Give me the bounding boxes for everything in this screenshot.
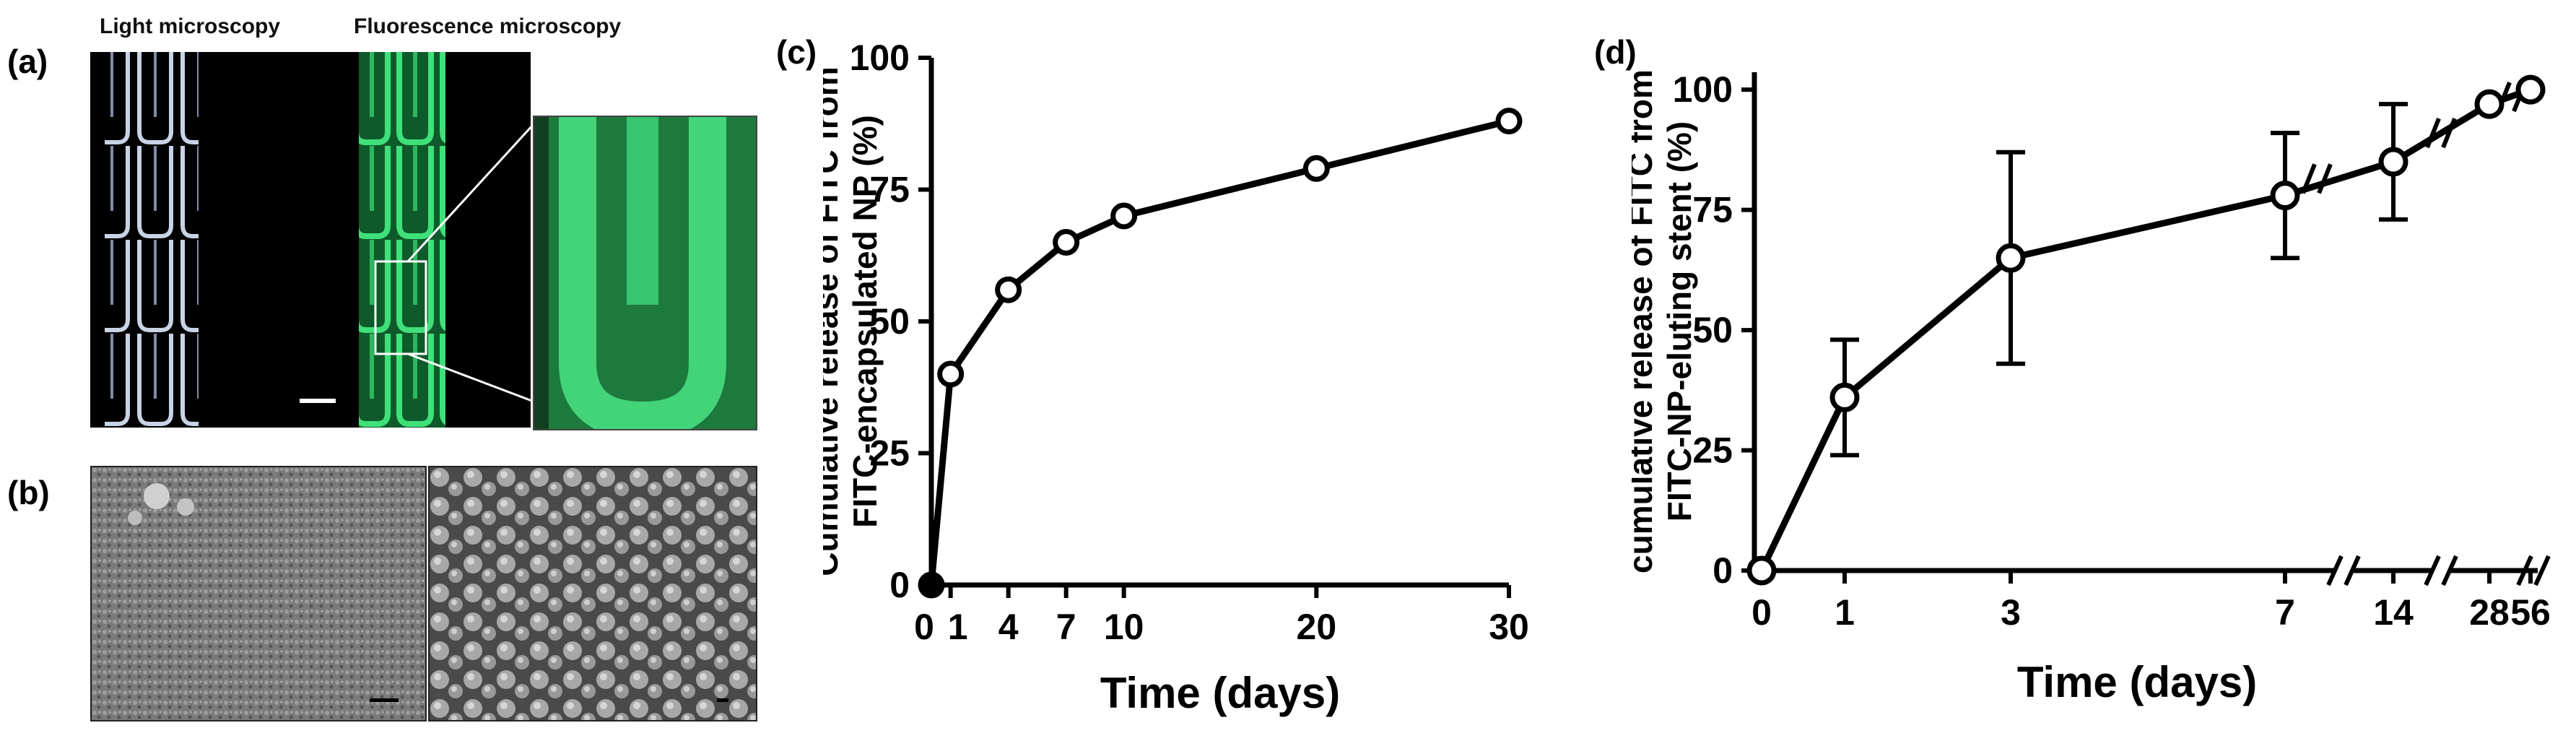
y-tick-label: 100 (1673, 69, 1733, 110)
y-axis-label-line2: FITC-NP-eluting stent (%) (1661, 121, 1698, 522)
x-axis-label: Time (days) (2017, 658, 2257, 706)
data-point (918, 571, 945, 599)
panel-a-label: (a) (7, 43, 48, 80)
y-tick-label: 50 (1692, 310, 1733, 350)
data-point (1302, 155, 1330, 182)
y-tick-label: 0 (1713, 550, 1733, 591)
panel-d-label: (d) (1594, 33, 1637, 71)
release-chart-stent: 0 25 50 75 100 0 1 3 7 14 28 56 Time (days) cumulativ… (1632, 69, 2551, 706)
panel-b-label: (b) (7, 474, 50, 511)
x-axis-label: Time (days) (1100, 669, 1340, 717)
release-chart-nanoparticle: 0 25 50 75 100 0 1 4 7 10 20 30 Time (days) Cumulativ… (823, 38, 1529, 717)
x-axis-break-mark (2441, 555, 2458, 586)
zoom-region-box (374, 260, 427, 355)
y-axis-label-line2: FITC-encapsulated NP (%) (846, 115, 884, 528)
x-tick-label: 14 (2373, 592, 2414, 633)
x-axis-break-mark (2533, 555, 2551, 586)
x-tick-label: 3 (2001, 592, 2021, 633)
data-point (995, 276, 1022, 303)
y-tick-label: 50 (869, 301, 910, 342)
x-tick-label: 0 (1752, 592, 1772, 633)
data-point (1746, 555, 1777, 586)
x-tick-label: 7 (2275, 592, 2295, 633)
fluorescence-zoom-image (533, 116, 757, 430)
data-line-segment (1758, 396, 1848, 572)
x-axis-break-mark (2424, 555, 2441, 586)
data-point (1110, 202, 1138, 230)
data-point (1829, 382, 1860, 412)
fluorescent-stent (359, 52, 445, 428)
data-point (937, 360, 965, 388)
light-microscopy-title: Light microscopy (100, 14, 281, 38)
data-line-segment (2391, 101, 2492, 165)
y-tick-label: 25 (1692, 430, 1733, 471)
data-line-break-mark (2441, 117, 2457, 149)
data-line-break-mark (2425, 117, 2441, 149)
y-axis-label-line1: cumulative release of FITC from (1632, 69, 1659, 573)
y-tick-label: 0 (889, 565, 910, 605)
x-tick-label: 1 (948, 607, 968, 647)
sem-image-low-mag (90, 466, 427, 722)
y-tick-label: 75 (869, 170, 910, 210)
x-tick-label: 56 (2510, 592, 2551, 633)
data-line-segment (2010, 192, 2286, 261)
x-tick-label: 20 (1297, 607, 1337, 647)
data-point (2515, 74, 2546, 105)
zoom-connector-lines (406, 114, 543, 406)
x-tick-label: 7 (1056, 607, 1076, 647)
fluorescence-microscopy-title: Fluorescence microscopy (354, 14, 622, 38)
data-line-segment (2284, 158, 2395, 199)
sem-image-high-mag (428, 466, 757, 722)
data-line-break-mark (2317, 163, 2333, 194)
x-tick-label: 30 (1489, 607, 1529, 647)
data-line-segment (1842, 255, 2013, 400)
data-point (1996, 243, 2026, 273)
x-tick-label: 10 (1104, 607, 1144, 647)
microscopy-image-pair (90, 52, 531, 428)
x-tick-label: 4 (998, 607, 1019, 647)
data-point (2474, 89, 2505, 119)
y-tick-label: 100 (850, 38, 910, 78)
data-point (1495, 108, 1523, 135)
x-tick-label: 1 (1835, 592, 1855, 633)
panel-c-label: (c) (776, 33, 817, 71)
data-line-break-mark (2301, 163, 2317, 194)
scale-bar (300, 399, 336, 403)
x-tick-label: 28 (2469, 592, 2510, 633)
data-point (1053, 229, 1080, 256)
x-tick-label: 0 (914, 607, 934, 647)
x-axis-break-mark (2516, 555, 2533, 586)
light-stent (105, 52, 199, 428)
x-axis-break-mark (2344, 555, 2361, 586)
y-tick-label: 75 (1692, 190, 1733, 230)
data-line (928, 118, 1510, 586)
data-point (2378, 147, 2409, 177)
y-axis-label-line1: Cumulative release of FITC from (823, 66, 845, 576)
x-axis-break-mark (2326, 555, 2344, 586)
data-point (2270, 181, 2300, 211)
y-tick-label: 25 (869, 433, 910, 474)
stent-images (105, 52, 445, 428)
